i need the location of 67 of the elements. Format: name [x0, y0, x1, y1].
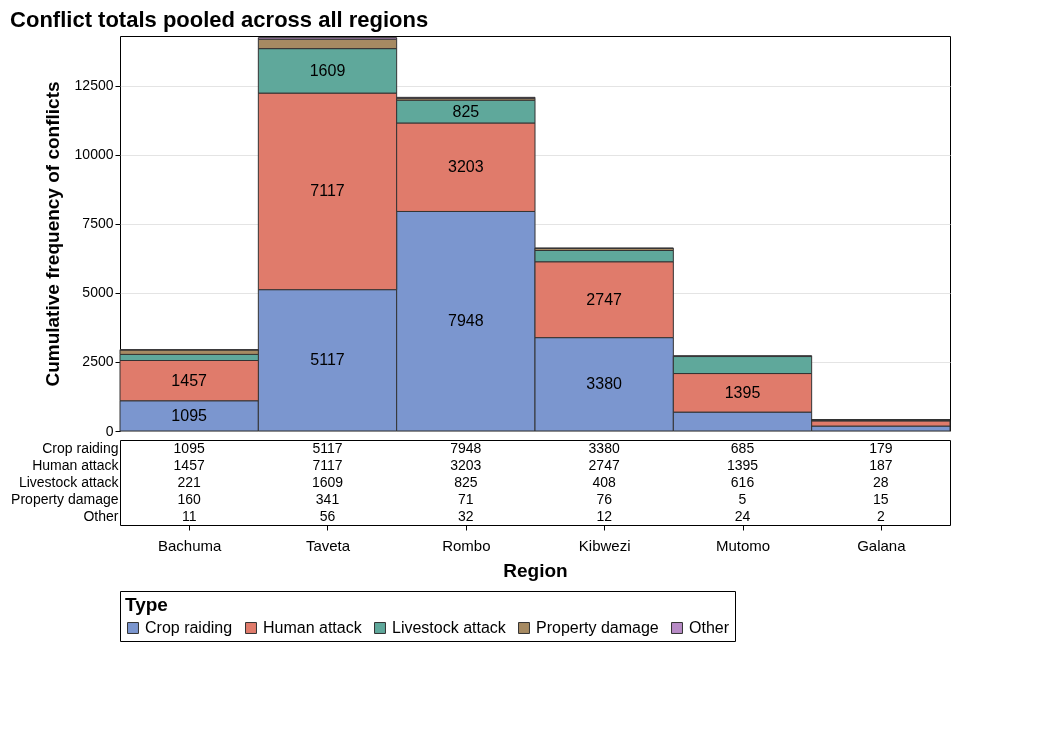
- text: 1095: [171, 406, 207, 424]
- data-label: 76: [596, 490, 613, 507]
- data-label: 1395: [726, 456, 759, 473]
- data-label: 12: [596, 507, 613, 524]
- text: Livestock attack: [18, 474, 119, 490]
- y-axis-title: Cumulative frequency of conflicts: [41, 81, 63, 387]
- text: 825: [452, 102, 480, 120]
- x-tick-label: Taveta: [305, 536, 351, 554]
- data-label: 3380: [588, 439, 620, 456]
- data-label: 1457: [173, 456, 205, 473]
- data-label: 1609: [311, 473, 344, 490]
- text: Other: [83, 508, 119, 524]
- data-label: 685: [730, 439, 755, 456]
- data-label: 1095: [173, 439, 205, 456]
- data-label: 11: [181, 507, 197, 524]
- text: 7948: [448, 312, 484, 330]
- y-tick-label: 12500: [74, 77, 114, 94]
- text: Human attack: [32, 457, 119, 473]
- y-tick-label: 2500: [82, 353, 114, 370]
- text: 3380: [586, 375, 622, 393]
- data-label: 7948: [450, 439, 482, 456]
- legend-title: Type: [125, 594, 168, 615]
- data-label: 5: [738, 490, 747, 507]
- data-label: 221: [177, 473, 202, 490]
- x-tick-label: Rombo: [442, 536, 491, 554]
- legend-label: Property damage: [536, 619, 659, 636]
- chart-title: Conflict totals pooled across all regions: [10, 6, 429, 32]
- data-label: 2747: [588, 456, 620, 473]
- data-label: 32: [458, 507, 474, 524]
- data-label: 187: [869, 456, 893, 473]
- y-tick-label: 0: [105, 422, 114, 439]
- x-axis-title: Region: [503, 559, 568, 581]
- data-label: 71: [458, 490, 474, 507]
- text: 2747: [586, 290, 622, 308]
- y-tick-label: 10000: [74, 146, 114, 163]
- text: 1395: [724, 383, 761, 401]
- text: Property damage: [11, 491, 119, 507]
- legend-label: Crop raiding: [145, 619, 233, 636]
- data-label: 825: [454, 473, 478, 490]
- data-label: 3203: [450, 456, 482, 473]
- data-label: 408: [592, 473, 617, 490]
- data-label: 24: [734, 507, 751, 524]
- text: 7117: [310, 182, 345, 200]
- text: 5117: [310, 351, 345, 369]
- data-label: 160: [177, 490, 202, 507]
- y-tick-label: 7500: [82, 215, 114, 232]
- x-tick-label: Kibwezi: [578, 536, 631, 554]
- data-label: 2: [876, 507, 885, 524]
- text: 3203: [448, 158, 484, 176]
- data-label: 179: [869, 439, 893, 456]
- data-label: 616: [730, 473, 755, 490]
- text: Crop raiding: [42, 440, 119, 456]
- legend-label: Livestock attack: [392, 619, 507, 636]
- data-label: 15: [873, 490, 889, 507]
- data-label: 28: [873, 473, 889, 490]
- x-tick-label: Mutomo: [715, 536, 771, 554]
- legend-label: Human attack: [263, 619, 363, 636]
- data-label: 56: [319, 507, 336, 524]
- text: 1609: [309, 61, 346, 79]
- data-label: 7117: [312, 456, 343, 473]
- data-label: 5117: [312, 439, 343, 456]
- data-label: 341: [315, 490, 340, 507]
- x-tick-label: Bachuma: [157, 536, 223, 554]
- y-tick-label: 5000: [82, 284, 114, 301]
- legend-label: Other: [689, 619, 730, 636]
- x-tick-label: Galana: [857, 536, 907, 554]
- text: 1457: [171, 371, 207, 389]
